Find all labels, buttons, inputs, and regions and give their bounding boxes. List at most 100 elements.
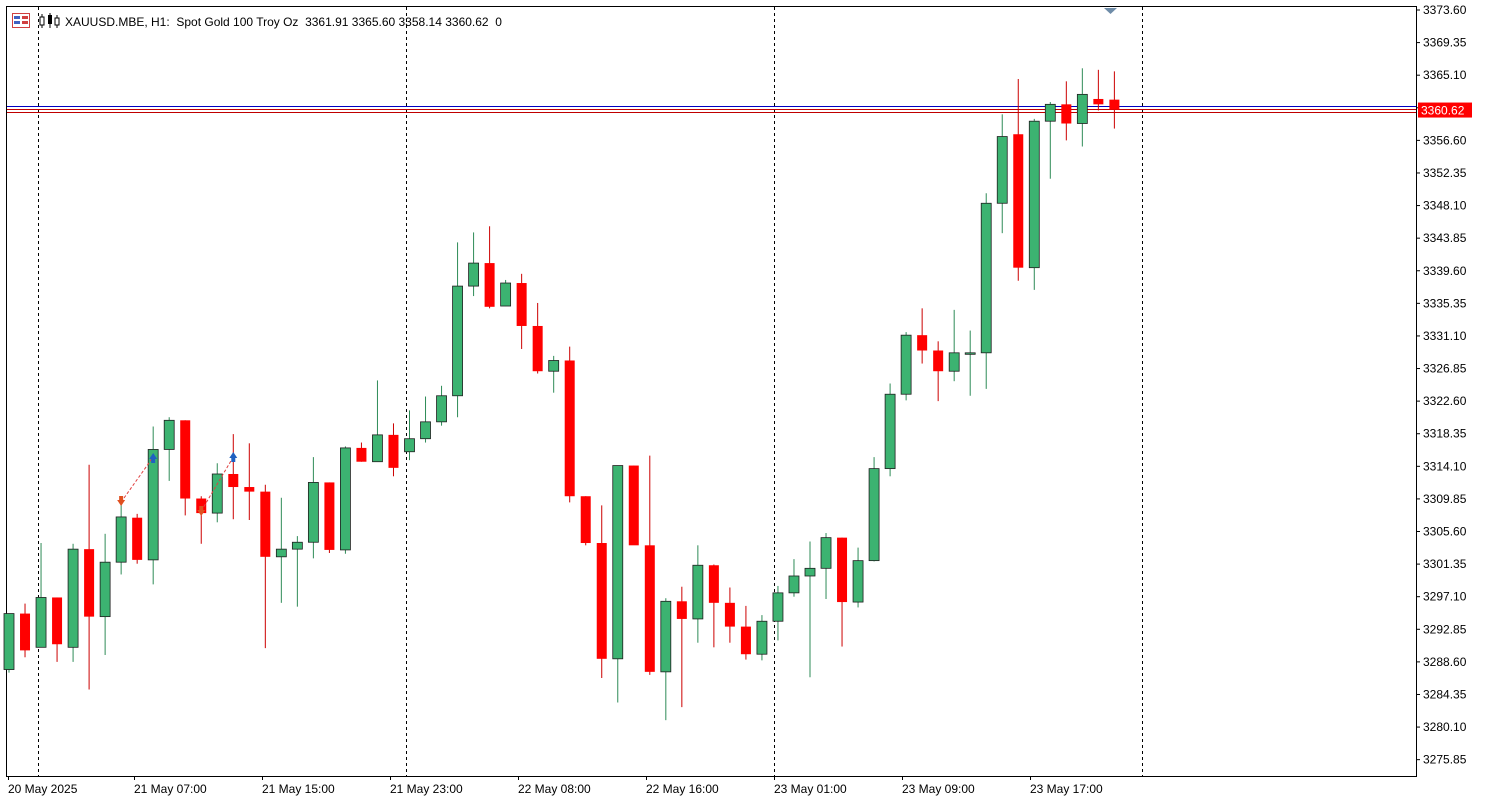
candle xyxy=(500,279,512,307)
price-tick-label: 3356.60 xyxy=(1423,133,1467,147)
trade-markers xyxy=(117,452,238,516)
candle xyxy=(564,346,575,503)
price-tick-label: 3305.60 xyxy=(1423,525,1467,539)
price-tick-label: 3322.60 xyxy=(1423,394,1467,408)
candle xyxy=(67,543,79,662)
time-tick-label: 21 May 07:00 xyxy=(134,782,207,796)
candle xyxy=(147,426,159,585)
time-tick-label: 21 May 15:00 xyxy=(262,782,335,796)
buy-arrow-icon[interactable] xyxy=(149,453,158,463)
period-separators xyxy=(38,7,1143,776)
price-tick-label: 3326.85 xyxy=(1423,362,1467,376)
chart-type-icon[interactable] xyxy=(39,13,60,28)
candle xyxy=(868,457,880,562)
candle xyxy=(948,309,960,382)
candle xyxy=(1013,79,1024,281)
candle xyxy=(900,332,912,401)
candle xyxy=(1093,69,1104,111)
buy-arrow-icon[interactable] xyxy=(229,452,238,462)
candle xyxy=(804,541,816,678)
candle xyxy=(452,242,463,418)
chart-shift-marker[interactable] xyxy=(1104,8,1117,14)
candle xyxy=(291,536,303,607)
price-tick-label: 3365.10 xyxy=(1423,68,1467,82)
candle xyxy=(180,420,191,516)
price-tick-label: 3314.10 xyxy=(1423,459,1467,473)
time-tick-label: 20 May 2025 xyxy=(8,782,78,796)
candle xyxy=(1044,102,1056,179)
candle xyxy=(980,193,992,389)
candle xyxy=(676,586,687,708)
candle xyxy=(612,465,624,703)
candle xyxy=(3,613,15,673)
sell-arrow-icon[interactable] xyxy=(117,496,126,506)
candle xyxy=(20,603,31,658)
candle xyxy=(884,383,896,477)
candle xyxy=(420,396,431,443)
candle xyxy=(260,484,271,649)
candle xyxy=(163,417,175,481)
candle xyxy=(404,410,415,461)
candle xyxy=(84,464,95,690)
candle xyxy=(35,543,47,648)
candle xyxy=(532,302,543,374)
candle xyxy=(307,457,319,559)
price-tick-label: 3348.10 xyxy=(1423,199,1467,213)
candle xyxy=(660,598,672,721)
time-tick-label: 22 May 16:00 xyxy=(646,782,719,796)
time-tick-label: 22 May 08:00 xyxy=(518,782,591,796)
svg-text:3360.62: 3360.62 xyxy=(1421,104,1465,118)
candle xyxy=(852,547,864,608)
chart-menu-icon[interactable] xyxy=(12,13,30,28)
candle xyxy=(740,605,751,660)
time-axis: 20 May 2025 21 May 07:00 21 May 15:00 21 Ma… xyxy=(8,776,1103,796)
time-tick-label: 21 May 23:00 xyxy=(390,782,463,796)
candle xyxy=(692,545,704,643)
candle xyxy=(275,497,287,603)
candle xyxy=(115,503,127,575)
candle xyxy=(596,505,607,678)
candle xyxy=(996,114,1008,234)
trade-line xyxy=(120,456,154,503)
price-axis: 3373.603369.353365.103360.853356.603352.… xyxy=(1416,3,1467,767)
price-tick-label: 3373.60 xyxy=(1423,3,1467,17)
candle xyxy=(244,443,255,521)
price-lines xyxy=(7,106,1416,114)
candle xyxy=(580,496,591,546)
candle xyxy=(917,308,928,364)
candle xyxy=(772,585,784,641)
candle xyxy=(372,380,383,463)
candle xyxy=(708,564,719,648)
candle xyxy=(52,597,63,662)
price-tick-label: 3280.10 xyxy=(1423,720,1467,734)
time-tick-label: 23 May 09:00 xyxy=(902,782,975,796)
candle xyxy=(628,465,639,546)
candle xyxy=(340,446,351,554)
candle xyxy=(837,537,848,647)
candle xyxy=(820,533,832,599)
price-tick-label: 3318.35 xyxy=(1423,427,1467,441)
candle xyxy=(1076,68,1088,147)
candle xyxy=(644,455,655,675)
candle xyxy=(788,559,800,597)
candle xyxy=(356,442,367,462)
price-tick-label: 3343.85 xyxy=(1423,231,1467,245)
candle xyxy=(484,226,495,309)
candle xyxy=(1028,118,1040,290)
candle xyxy=(228,434,239,520)
candle xyxy=(132,513,143,564)
candle xyxy=(388,423,399,477)
candle xyxy=(1109,71,1120,129)
plot-frame xyxy=(6,6,1417,777)
time-tick-label: 23 May 17:00 xyxy=(1030,782,1103,796)
price-tick-label: 3284.35 xyxy=(1423,687,1467,701)
price-tick-label: 3331.10 xyxy=(1423,329,1467,343)
candle xyxy=(99,533,111,655)
candle xyxy=(324,482,335,553)
sell-arrow-icon[interactable] xyxy=(197,506,206,516)
price-tick-label: 3292.85 xyxy=(1423,622,1467,636)
price-tick-label: 3275.85 xyxy=(1423,753,1467,767)
candles xyxy=(3,68,1120,721)
candle xyxy=(196,496,207,544)
